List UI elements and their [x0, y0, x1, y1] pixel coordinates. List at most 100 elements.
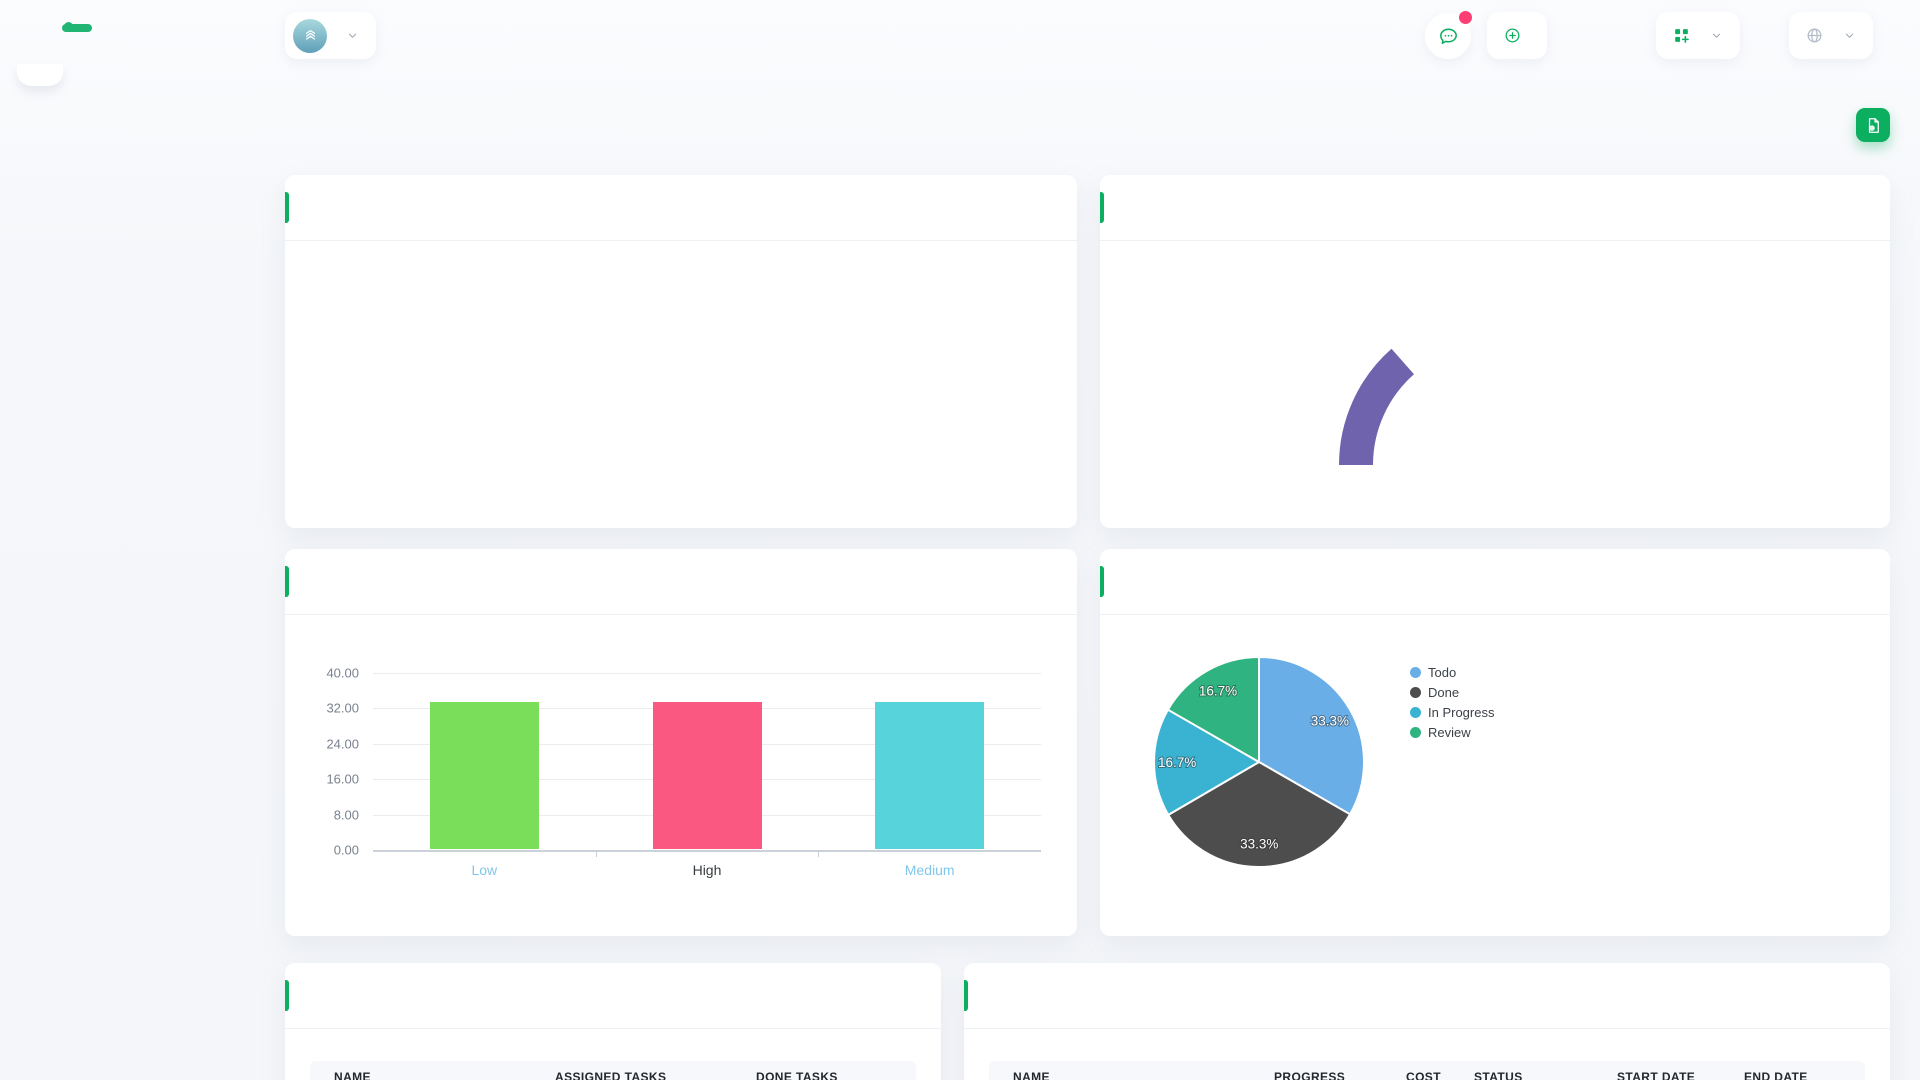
workdo-menu-button[interactable]	[1656, 12, 1740, 59]
pie-slice-in-progress	[1153, 708, 1260, 816]
legend-item-todo[interactable]: Todo	[1410, 665, 1494, 680]
chevron-down-icon-wrap	[345, 28, 360, 43]
card-accent-bar	[285, 566, 289, 597]
card-accent-bar	[1100, 192, 1104, 223]
legend-item-review[interactable]: Review	[1410, 725, 1494, 740]
column-header-end-date: END DATE	[1744, 1070, 1808, 1080]
y-tick-label: 40.00	[326, 665, 359, 681]
column-header-name: NAME	[1013, 1070, 1050, 1080]
column-header-name: NAME	[334, 1070, 371, 1080]
x-tick-label: Medium	[904, 862, 955, 878]
gridline	[373, 673, 1041, 674]
pie-slice-label: 33.3%	[1311, 714, 1349, 729]
axis-tick	[595, 850, 597, 857]
pie-slice-label: 33.3%	[1240, 836, 1278, 851]
legend-label: Todo	[1428, 665, 1457, 680]
legend-item-done[interactable]: Done	[1410, 685, 1494, 700]
workspace-avatar	[293, 18, 327, 53]
create-workspace-button[interactable]	[1487, 12, 1547, 59]
bar-high	[652, 701, 762, 849]
legend-label: Done	[1428, 685, 1460, 700]
legend-item-in-progress[interactable]: In Progress	[1410, 705, 1494, 720]
file-plus-icon	[1868, 117, 1879, 133]
card-header	[1100, 549, 1890, 614]
pie-slice-label: 16.7%	[1199, 684, 1237, 699]
y-tick-label: 8.00	[333, 807, 359, 823]
column-header-cost: COST	[1406, 1070, 1441, 1080]
apps-add-icon-wrap	[1672, 26, 1691, 45]
bar-medium	[875, 701, 985, 849]
task-status-pie-chart: 33.3% 33.3% 16.7% 16.7%	[1153, 656, 1365, 868]
column-header-start-date: START DATE	[1617, 1070, 1696, 1080]
card-header	[285, 175, 1077, 240]
task-priority-card: 40.00 32.00 24.00 16.00 8.00 0.00 Low High Mediu…	[285, 549, 1077, 936]
workspace-selector[interactable]	[285, 12, 376, 59]
logo-dash-bar	[62, 24, 92, 32]
bar-low	[429, 701, 539, 849]
overview-card	[285, 175, 1077, 528]
chevron-down-icon	[348, 33, 357, 38]
legend-dot	[1410, 687, 1421, 698]
x-tick-label: Low	[471, 862, 498, 878]
legend-dot	[1410, 667, 1421, 678]
chevron-down-icon-wrap	[1709, 28, 1724, 43]
y-tick-label: 16.00	[326, 771, 359, 787]
card-header	[1100, 175, 1890, 240]
card-accent-bar	[1100, 566, 1104, 597]
y-tick-label: 24.00	[326, 736, 359, 752]
chat-icon	[1439, 28, 1457, 44]
legend-label: In Progress	[1428, 705, 1495, 720]
card-header	[285, 963, 941, 1028]
x-axis-line	[373, 850, 1041, 852]
chevron-down-icon-wrap	[1842, 28, 1857, 43]
dash-logo[interactable]	[62, 16, 92, 32]
milestone-progress-card	[1100, 175, 1890, 528]
pie-slice-label: 16.7%	[1158, 755, 1196, 770]
divider	[1100, 240, 1890, 241]
card-accent-bar	[285, 192, 289, 223]
legend-label: Review	[1428, 725, 1471, 740]
globe-icon-wrap	[1805, 26, 1824, 45]
apps-add-icon	[1675, 29, 1689, 43]
plus-circle-icon	[1505, 28, 1520, 43]
y-tick-label: 0.00	[333, 842, 359, 858]
chevron-down-icon	[1845, 33, 1854, 38]
legend-dot	[1410, 707, 1421, 718]
x-tick-label: High	[692, 862, 722, 878]
card-accent-bar	[964, 980, 968, 1011]
column-header-status: STATUS	[1474, 1070, 1523, 1080]
app-header	[0, 0, 1920, 72]
y-tick-label: 32.00	[326, 700, 359, 716]
divider	[285, 614, 1077, 615]
chat-badge	[1457, 9, 1474, 26]
pie-slice-todo	[1258, 656, 1365, 816]
column-header-done-tasks: DONE TASKS	[756, 1070, 838, 1080]
sidebar-scroll-clipped-icon	[17, 64, 63, 86]
divider	[964, 1028, 1890, 1029]
chat-button[interactable]	[1425, 9, 1474, 59]
pie-slice-review	[1166, 656, 1260, 763]
divider	[285, 240, 1077, 241]
globe-icon	[1807, 28, 1822, 43]
card-header	[285, 549, 1077, 614]
export-button[interactable]	[1856, 108, 1890, 142]
pie-legend: Todo Done In Progress Review	[1410, 665, 1494, 740]
task-priority-bar-chart: 40.00 32.00 24.00 16.00 8.00 0.00 Low High Mediu…	[326, 666, 1041, 878]
milestones-table-header: NAME PROGRESS COST STATUS START DATE END DATE	[989, 1061, 1865, 1080]
pie-slice-done	[1167, 761, 1352, 868]
building-icon	[305, 29, 315, 40]
completion-donut-chart	[738, 276, 950, 488]
milestones-card: NAME PROGRESS COST STATUS START DATE END DATE	[964, 963, 1890, 1080]
divider	[1100, 614, 1890, 615]
users-card: NAME ASSIGNED TASKS DONE TASKS	[285, 963, 941, 1080]
milestone-gauge-chart	[1334, 303, 1654, 475]
card-header	[964, 963, 1890, 1028]
divider	[285, 1028, 941, 1029]
task-status-card: 33.3% 33.3% 16.7% 16.7% Todo Done In Progress…	[1100, 549, 1890, 936]
language-selector[interactable]	[1789, 12, 1873, 59]
axis-tick	[818, 850, 820, 857]
column-header-progress: PROGRESS	[1274, 1070, 1346, 1080]
plus-circle-icon-wrap	[1503, 26, 1522, 45]
users-table-header: NAME ASSIGNED TASKS DONE TASKS	[310, 1061, 916, 1080]
